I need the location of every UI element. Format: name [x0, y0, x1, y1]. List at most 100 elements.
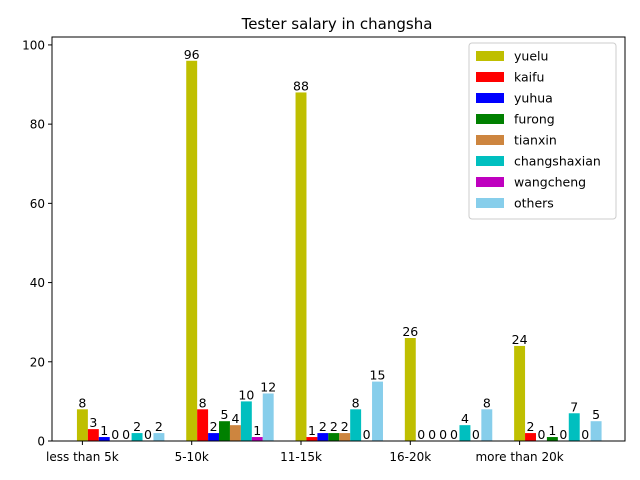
legend-swatch-yuelu: [476, 51, 504, 61]
y-tick-label: 80: [30, 118, 45, 132]
y-tick-label: 100: [22, 38, 45, 52]
data-label-furong-0: 0: [111, 427, 119, 442]
legend-swatch-yuhua: [476, 93, 504, 103]
data-label-wangcheng-3: 0: [472, 427, 480, 442]
data-label-yuhua-4: 0: [537, 427, 545, 442]
legend-label-wangcheng: wangcheng: [514, 175, 586, 190]
legend: yuelu kaifu yuhua furong tianxin changshaxian…: [468, 42, 617, 220]
data-label-furong-4: 1: [548, 423, 556, 438]
legend-label-yuelu: yuelu: [514, 49, 548, 64]
legend-swatch-kaifu: [476, 72, 504, 82]
data-label-tianxin-2: 2: [341, 419, 349, 434]
bar-yuelu-2: [295, 92, 307, 441]
data-label-yuelu-4: 24: [512, 332, 528, 347]
data-label-yuelu-0: 8: [78, 395, 86, 410]
bar-furong-4: [546, 437, 558, 441]
data-label-yuelu-1: 96: [184, 47, 200, 62]
legend-swatch-others: [476, 198, 504, 208]
data-label-kaifu-2: 1: [308, 423, 316, 438]
bar-yuhua-0: [98, 437, 110, 441]
bar-yuelu-3: [404, 338, 416, 441]
data-label-tianxin-1: 4: [231, 411, 239, 426]
bar-changshaxian-1: [240, 401, 252, 441]
bar-yuhua-1: [208, 433, 220, 441]
legend-label-changshaxian: changshaxian: [514, 154, 601, 169]
data-label-changshaxian-3: 4: [461, 411, 469, 426]
bar-kaifu-4: [525, 433, 536, 441]
data-label-wangcheng-2: 0: [363, 427, 371, 442]
data-label-changshaxian-2: 8: [352, 395, 360, 410]
data-label-kaifu-0: 3: [89, 415, 97, 430]
bar-yuelu-0: [76, 409, 88, 441]
bar-others-2: [372, 381, 383, 441]
legend-box: [468, 42, 617, 220]
bar-others-3: [481, 409, 493, 441]
legend-swatch-changshaxian: [476, 156, 504, 166]
data-label-yuhua-0: 1: [100, 423, 108, 438]
x-tick-label: less than 5k: [46, 450, 119, 464]
y-tick-label: 40: [30, 276, 45, 290]
bar-kaifu-2: [306, 437, 318, 441]
data-label-tianxin-0: 0: [122, 427, 130, 442]
bar-wangcheng-1: [251, 437, 263, 441]
bar-furong-1: [219, 421, 230, 441]
legend-swatch-wangcheng: [476, 177, 504, 187]
bar-changshaxian-4: [568, 413, 580, 441]
y-tick-label: 20: [30, 355, 45, 369]
data-label-changshaxian-1: 10: [238, 387, 254, 402]
legend-swatch-furong: [476, 114, 504, 124]
data-label-others-4: 5: [592, 407, 600, 422]
data-label-others-2: 15: [370, 368, 386, 383]
y-axis: 0 20 40 60 80 100: [22, 38, 52, 449]
data-label-furong-3: 0: [439, 427, 447, 442]
bar-changshaxian-3: [459, 425, 471, 441]
bar-others-0: [153, 433, 165, 441]
bar-others-4: [590, 421, 602, 441]
chart-title: Tester salary in changsha: [241, 15, 433, 33]
data-label-furong-1: 5: [221, 407, 229, 422]
legend-label-kaifu: kaifu: [514, 70, 544, 85]
x-axis: less than 5k 5-10k 11-15k 16-20k more than 2…: [46, 441, 564, 464]
data-label-wangcheng-1: 1: [253, 423, 261, 438]
legend-swatch-tianxin: [476, 135, 504, 145]
legend-label-others: others: [514, 196, 554, 211]
data-label-yuelu-2: 88: [293, 78, 309, 93]
data-label-others-0: 2: [155, 419, 163, 434]
data-label-yuhua-3: 0: [428, 427, 436, 442]
data-label-others-3: 8: [483, 395, 491, 410]
x-tick-label: 11-15k: [280, 450, 322, 464]
legend-label-tianxin: tianxin: [514, 133, 557, 148]
bar-changshaxian-0: [131, 433, 143, 441]
data-label-furong-2: 2: [330, 419, 338, 434]
data-label-changshaxian-0: 2: [133, 419, 141, 434]
bar-tianxin-1: [229, 425, 241, 441]
data-label-changshaxian-4: 7: [570, 399, 578, 414]
bar-furong-2: [328, 433, 340, 441]
y-tick-label: 0: [37, 435, 45, 449]
data-label-tianxin-4: 0: [559, 427, 567, 442]
bars-layer: [76, 60, 602, 441]
legend-label-yuhua: yuhua: [514, 91, 553, 106]
data-label-yuhua-2: 2: [319, 419, 327, 434]
legend-label-furong: furong: [514, 112, 555, 127]
data-label-yuelu-3: 26: [402, 324, 418, 339]
bar-changshaxian-2: [350, 409, 362, 441]
bar-kaifu-0: [87, 429, 99, 441]
x-tick-label: 5-10k: [175, 450, 209, 464]
y-tick-label: 60: [30, 197, 45, 211]
data-label-yuhua-1: 2: [210, 419, 218, 434]
x-tick-label: 16-20k: [389, 450, 431, 464]
bar-tianxin-2: [339, 433, 351, 441]
data-label-kaifu-3: 0: [417, 427, 425, 442]
data-label-wangcheng-4: 0: [581, 427, 589, 442]
bar-others-1: [262, 393, 274, 441]
data-label-wangcheng-0: 0: [144, 427, 152, 442]
bar-kaifu-1: [197, 409, 209, 441]
data-label-kaifu-4: 2: [527, 419, 535, 434]
bar-yuelu-4: [514, 345, 526, 441]
data-label-kaifu-1: 8: [199, 395, 207, 410]
plot-frame: [51, 36, 626, 442]
bar-yuhua-2: [317, 433, 329, 441]
